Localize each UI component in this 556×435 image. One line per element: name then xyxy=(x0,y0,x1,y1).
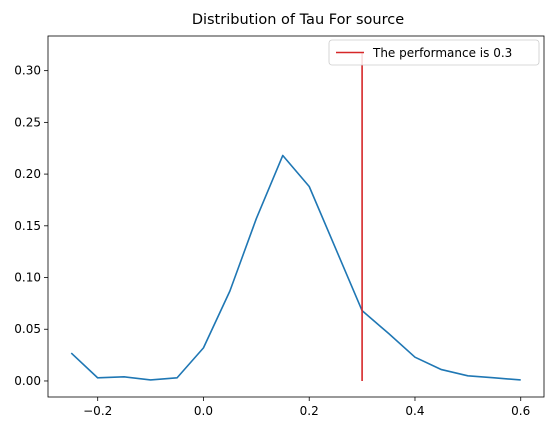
series-layer xyxy=(70,52,521,381)
legend: The performance is 0.3 xyxy=(328,39,540,66)
y-axis: 0.00 0.05 0.10 0.15 0.20 0.25 0.30 xyxy=(14,64,48,388)
y-tick-label: 0.00 xyxy=(14,374,41,388)
x-axis: −0.2 0.0 0.2 0.4 0.6 xyxy=(83,397,530,418)
y-tick-label: 0.10 xyxy=(14,271,41,285)
x-tick-label: 0.6 xyxy=(511,404,530,418)
plot-frame xyxy=(47,35,545,398)
x-tick-label: −0.2 xyxy=(83,404,112,418)
plot-area xyxy=(47,35,545,398)
chart-title: Distribution of Tau For source xyxy=(192,12,404,28)
y-tick-label: 0.15 xyxy=(14,219,41,233)
y-tick-label: 0.05 xyxy=(14,322,41,336)
legend-box xyxy=(328,39,540,66)
x-tick-label: 0.0 xyxy=(194,404,213,418)
x-tick-label: 0.4 xyxy=(405,404,424,418)
series-line xyxy=(70,154,521,381)
legend-label: The performance is 0.3 xyxy=(372,46,512,60)
x-tick-label: 0.2 xyxy=(300,404,319,418)
y-tick-label: 0.30 xyxy=(14,64,41,78)
y-tick-label: 0.25 xyxy=(14,115,41,129)
y-tick-label: 0.20 xyxy=(14,167,41,181)
